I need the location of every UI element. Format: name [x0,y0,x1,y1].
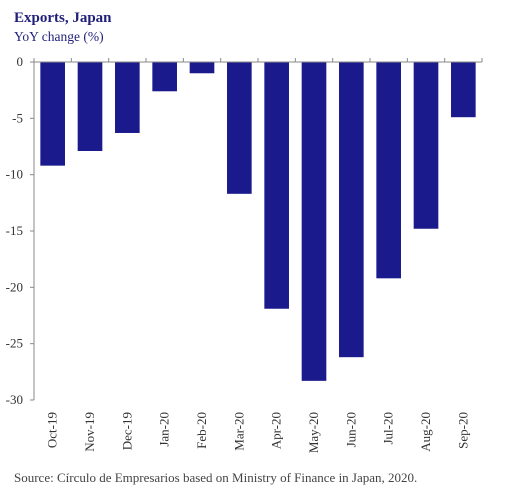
y-tick-label: -30 [6,392,23,407]
x-tick-label: Aug-20 [418,412,433,452]
bar-oct-19 [40,62,65,166]
x-tick-label: Jul-20 [381,412,396,445]
x-tick-label: Nov-19 [82,412,97,452]
y-tick-label: -5 [12,110,23,125]
x-tick-label: Feb-20 [194,412,209,449]
x-axis: Oct-19 Nov-19 Dec-19 Jan-20 Feb-20 Mar-20 Apr-… [45,412,471,453]
bar-mar-20 [227,62,252,194]
x-tick-label: Sep-20 [455,412,470,449]
y-tick-label: -10 [6,167,23,182]
chart-title: Exports, Japan [14,10,112,26]
bar-aug-20 [413,62,439,229]
x-tick-label: Oct-19 [45,412,60,448]
bar-nov-19 [77,62,103,152]
x-tick-label: Jun-20 [343,412,358,447]
y-tick-label: -20 [6,279,23,294]
x-tick-label: Apr-20 [269,412,284,449]
y-tick-label: -25 [6,336,23,351]
x-tick-label: May-20 [306,412,321,453]
chart-subtitle: YoY change (%) [14,29,104,44]
bar-feb-20 [189,62,215,74]
bar-apr-20 [264,62,289,309]
x-tick-label: Dec-19 [119,412,134,450]
y-tick-label: 0 [17,54,24,69]
x-tick-label: Mar-20 [231,412,246,451]
source-note: Source: Círculo de Empresarios based on … [14,470,417,485]
bar-dec-19 [115,62,140,133]
x-tick-label: Jan-20 [157,412,172,447]
axes [33,58,483,400]
y-tick-label: -15 [6,223,23,238]
bar-jul-20 [376,62,401,279]
y-axis: 0 -5 -10 -15 -20 -25 -30 [6,54,34,407]
bar-jun-20 [339,62,364,358]
bar-jan-20 [152,62,177,92]
bar-may-20 [301,62,327,381]
bars [40,62,476,381]
bar-sep-20 [451,62,476,118]
